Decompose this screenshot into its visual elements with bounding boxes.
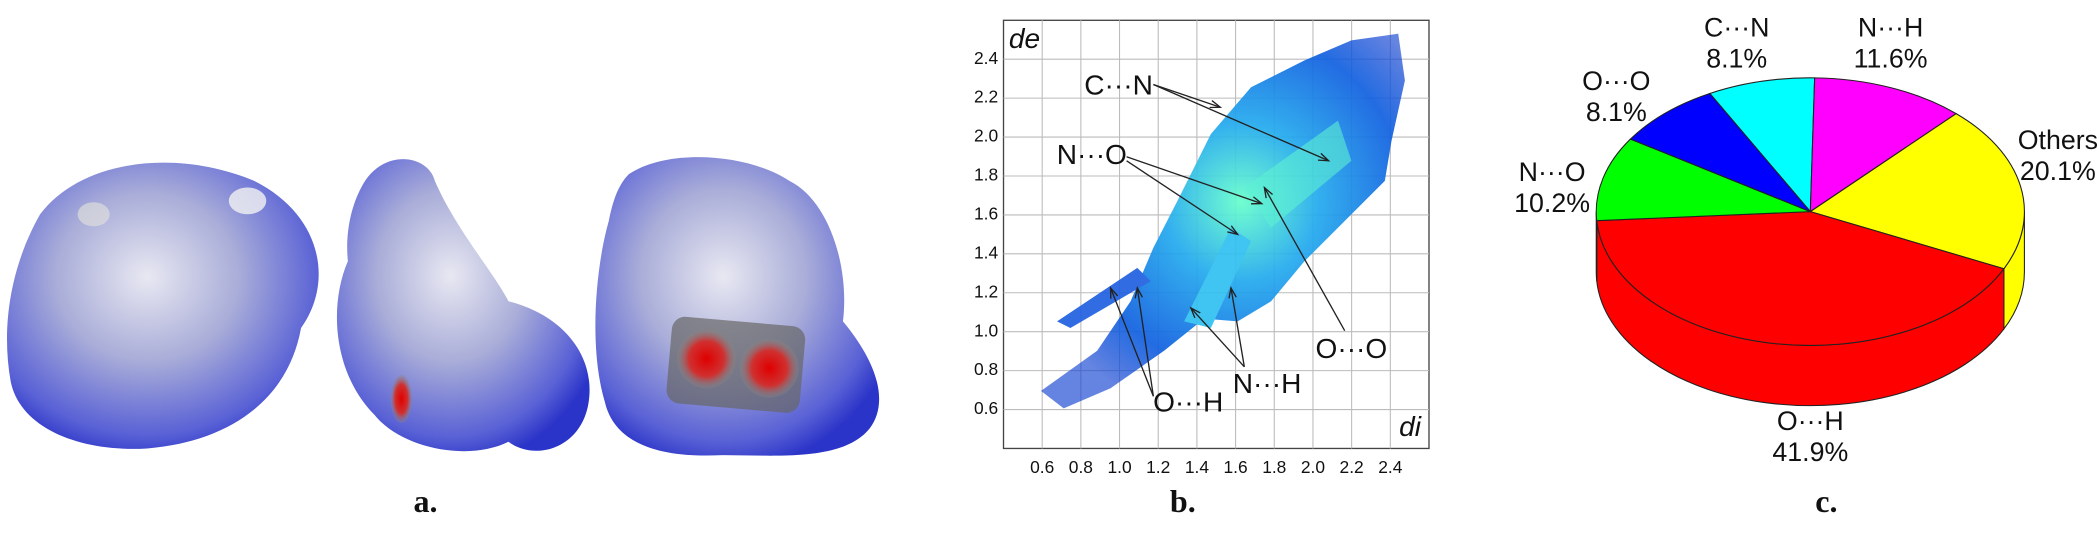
x-axis-label: di [1399, 411, 1422, 442]
slice-label: C···N [1704, 13, 1769, 43]
panel-label: c. [1815, 483, 1837, 519]
pie-slice [1629, 92, 1811, 213]
x-tick-label: 2.2 [1340, 457, 1364, 477]
arrow [1230, 287, 1246, 367]
pie-slice [1809, 77, 1958, 213]
x-tick-label: 1.0 [1107, 457, 1131, 477]
slice-value-label: 10.2% [1514, 188, 1590, 218]
y-tick-label: 1.0 [974, 320, 998, 340]
slice-label: O···H [1777, 406, 1844, 436]
annotation: O···O [1316, 333, 1388, 364]
arrow [1153, 83, 1221, 108]
annotation: O···H [1153, 387, 1223, 418]
pie-slice [1708, 77, 1816, 214]
x-tick-label: 2.4 [1378, 457, 1402, 477]
pie-slice [1595, 138, 1811, 222]
y-tick-label: 2.0 [974, 126, 998, 146]
y-tick-label: 1.4 [974, 242, 998, 262]
slice-label: N···H [1858, 13, 1923, 43]
arrow-head [1263, 185, 1273, 199]
slice-label: N···O [1519, 157, 1586, 187]
arrow-head [1109, 286, 1119, 299]
surface-images [7, 157, 880, 456]
slice-value-label: 11.6% [1854, 43, 1928, 73]
arrow-head [1209, 100, 1223, 109]
arrow-head [1227, 225, 1240, 236]
slice-label: Others [2018, 125, 2098, 155]
y-tick-label: 2.2 [974, 87, 998, 107]
arrow [1136, 287, 1155, 397]
x-tick-label: 1.4 [1185, 457, 1209, 477]
y-tick-label: 1.6 [974, 204, 998, 224]
annotation: N···O [1057, 139, 1127, 170]
y-tick-label: 1.2 [974, 281, 998, 301]
arrow-head [1134, 285, 1144, 299]
x-tick-label: 2.0 [1301, 457, 1325, 477]
x-tick-label: 0.8 [1069, 457, 1093, 477]
arrow-head [1251, 196, 1264, 205]
panel-label: b. [1170, 483, 1196, 519]
annotation: C···N [1084, 70, 1153, 101]
x-tick-label: 1.8 [1262, 457, 1286, 477]
arrow [1190, 307, 1245, 368]
arrow-head [1317, 152, 1331, 162]
y-tick-label: 0.6 [974, 398, 998, 418]
x-tick-label: 1.6 [1224, 457, 1248, 477]
y-tick-label: 1.8 [974, 165, 998, 185]
y-tick-label: 2.4 [974, 48, 998, 68]
arrow [1126, 156, 1262, 205]
pie-slice [1596, 211, 2005, 346]
arrow-head [1189, 306, 1201, 319]
x-tick-label: 0.6 [1030, 457, 1054, 477]
arrow [1109, 287, 1154, 397]
slice-value-label: 8.1% [1706, 43, 1767, 73]
arrow [1153, 83, 1329, 162]
slice-value-label: 20.1% [2020, 156, 2096, 186]
slice-value-label: 8.1% [1586, 97, 1647, 127]
arrow [1263, 187, 1346, 332]
panel-label: a. [413, 483, 437, 519]
annotation: N···H [1233, 368, 1302, 399]
arrow [1126, 160, 1239, 235]
density-cloud [1040, 33, 1405, 409]
y-axis-label: de [1009, 23, 1040, 54]
x-tick-label: 1.2 [1146, 457, 1170, 477]
y-tick-label: 0.8 [974, 359, 998, 379]
slice-value-label: 41.9% [1772, 437, 1848, 467]
pie-slice [1809, 113, 2025, 270]
arrow-head [1228, 285, 1237, 299]
slice-label: O···O [1582, 66, 1650, 96]
plot-frame [1002, 19, 1430, 450]
